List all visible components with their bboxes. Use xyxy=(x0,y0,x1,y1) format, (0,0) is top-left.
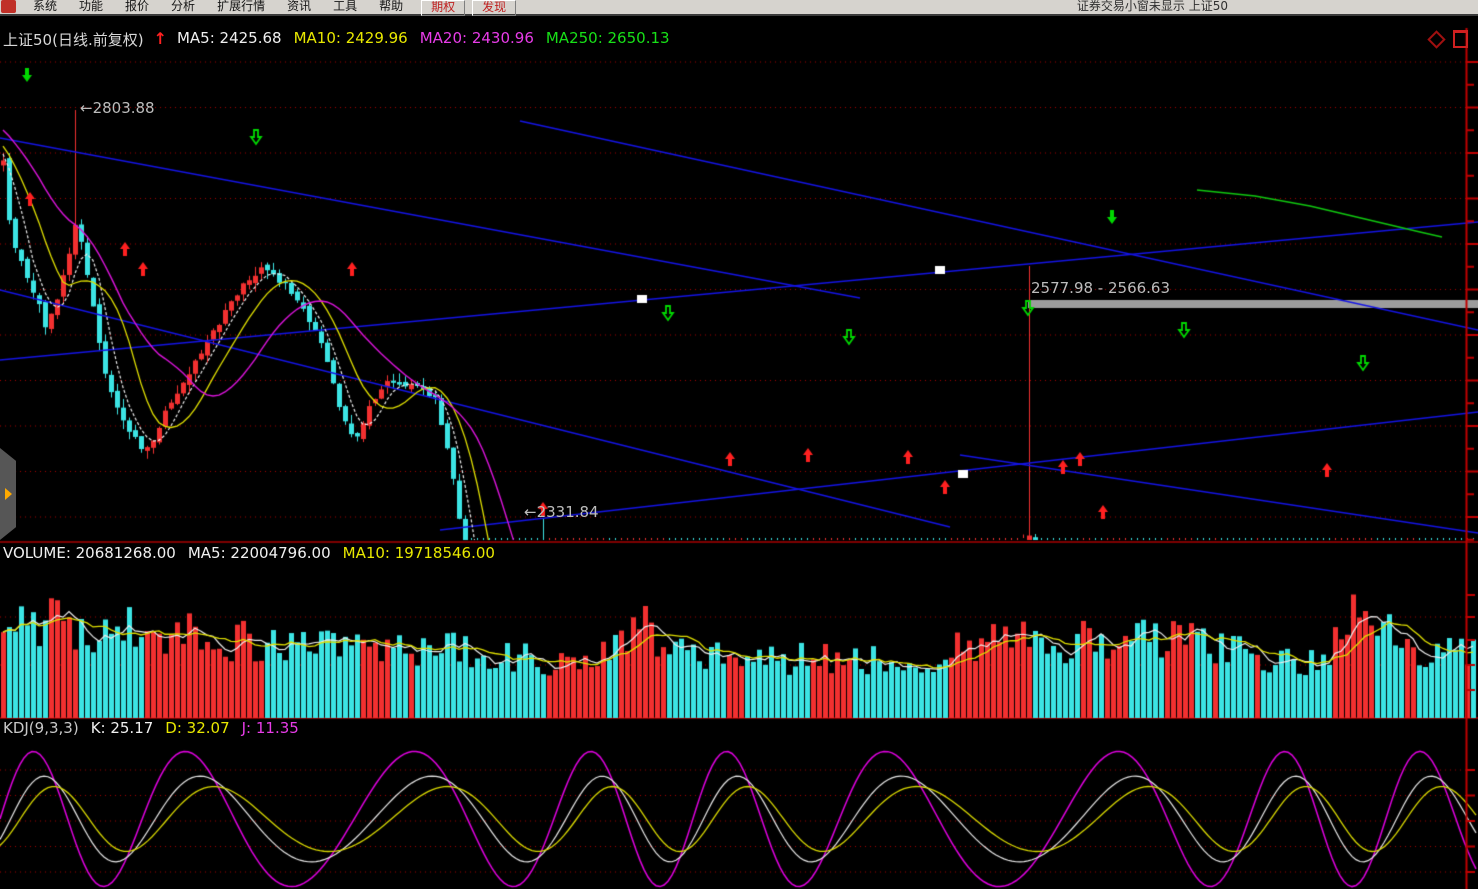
kdj-k-value: K: 25.17 xyxy=(90,719,154,737)
kdj-label: KDJ(9,3,3) xyxy=(3,719,79,737)
gap-band-annotation: 2577.98 - 2566.63 xyxy=(1031,279,1171,297)
menu-item-help[interactable]: 帮助 xyxy=(379,0,404,13)
diamond-icon[interactable] xyxy=(1427,29,1446,49)
volume-pane-header: VOLUME: 20681268.00 MA5: 22004796.00 MA1… xyxy=(3,544,495,562)
menu-item-discover[interactable]: 发现 xyxy=(472,0,517,16)
menu-item-news[interactable]: 资讯 xyxy=(287,0,312,13)
menu-item-analysis[interactable]: 分析 xyxy=(171,0,196,13)
trend-up-arrow-icon: ↑ xyxy=(153,29,167,48)
high-price-annotation: ←2803.88 xyxy=(80,99,155,117)
sidebar-expand-handle[interactable] xyxy=(0,448,16,540)
app-logo-icon[interactable] xyxy=(1,0,16,13)
menu-item-system[interactable]: 系统 xyxy=(33,0,58,13)
expand-arrow-icon xyxy=(4,488,12,500)
menu-bar: 系统 功能 报价 分析 扩展行情 资讯 工具 帮助 期权 发现 证券交易小窗未显… xyxy=(0,0,1478,16)
low-price-annotation: ←2331.84 xyxy=(524,503,599,521)
volume-ma10-value: MA10: 19718546.00 xyxy=(342,544,495,562)
kdj-d-value: D: 32.07 xyxy=(165,719,230,737)
pane-corner-controls xyxy=(1427,29,1468,49)
menu-item-extended-quotes[interactable]: 扩展行情 xyxy=(217,0,266,13)
ma20-value: MA20: 2430.96 xyxy=(419,29,534,47)
menu-item-options[interactable]: 期权 xyxy=(421,0,466,16)
menu-item-tools[interactable]: 工具 xyxy=(333,0,358,13)
ma5-value: MA5: 2425.68 xyxy=(176,29,282,47)
chart-title: 上证50(日线.前复权) xyxy=(3,31,144,49)
ma250-value: MA250: 2650.13 xyxy=(545,29,670,47)
menu-item-function[interactable]: 功能 xyxy=(79,0,104,13)
menu-item-quotes[interactable]: 报价 xyxy=(125,0,150,13)
kdj-j-value: J: 11.35 xyxy=(241,719,299,737)
menu-status-text: 证券交易小窗未显示 上证50 xyxy=(1076,0,1228,13)
ma10-value: MA10: 2429.96 xyxy=(293,29,408,47)
window-icon[interactable] xyxy=(1453,30,1468,48)
kdj-pane-header: KDJ(9,3,3) K: 25.17 D: 32.07 J: 11.35 xyxy=(3,719,299,737)
volume-value: VOLUME: 20681268.00 xyxy=(3,544,176,562)
volume-ma5-value: MA5: 22004796.00 xyxy=(187,544,331,562)
price-pane-header: 上证50(日线.前复权) ↑ MA5: 2425.68 MA10: 2429.9… xyxy=(3,29,670,50)
